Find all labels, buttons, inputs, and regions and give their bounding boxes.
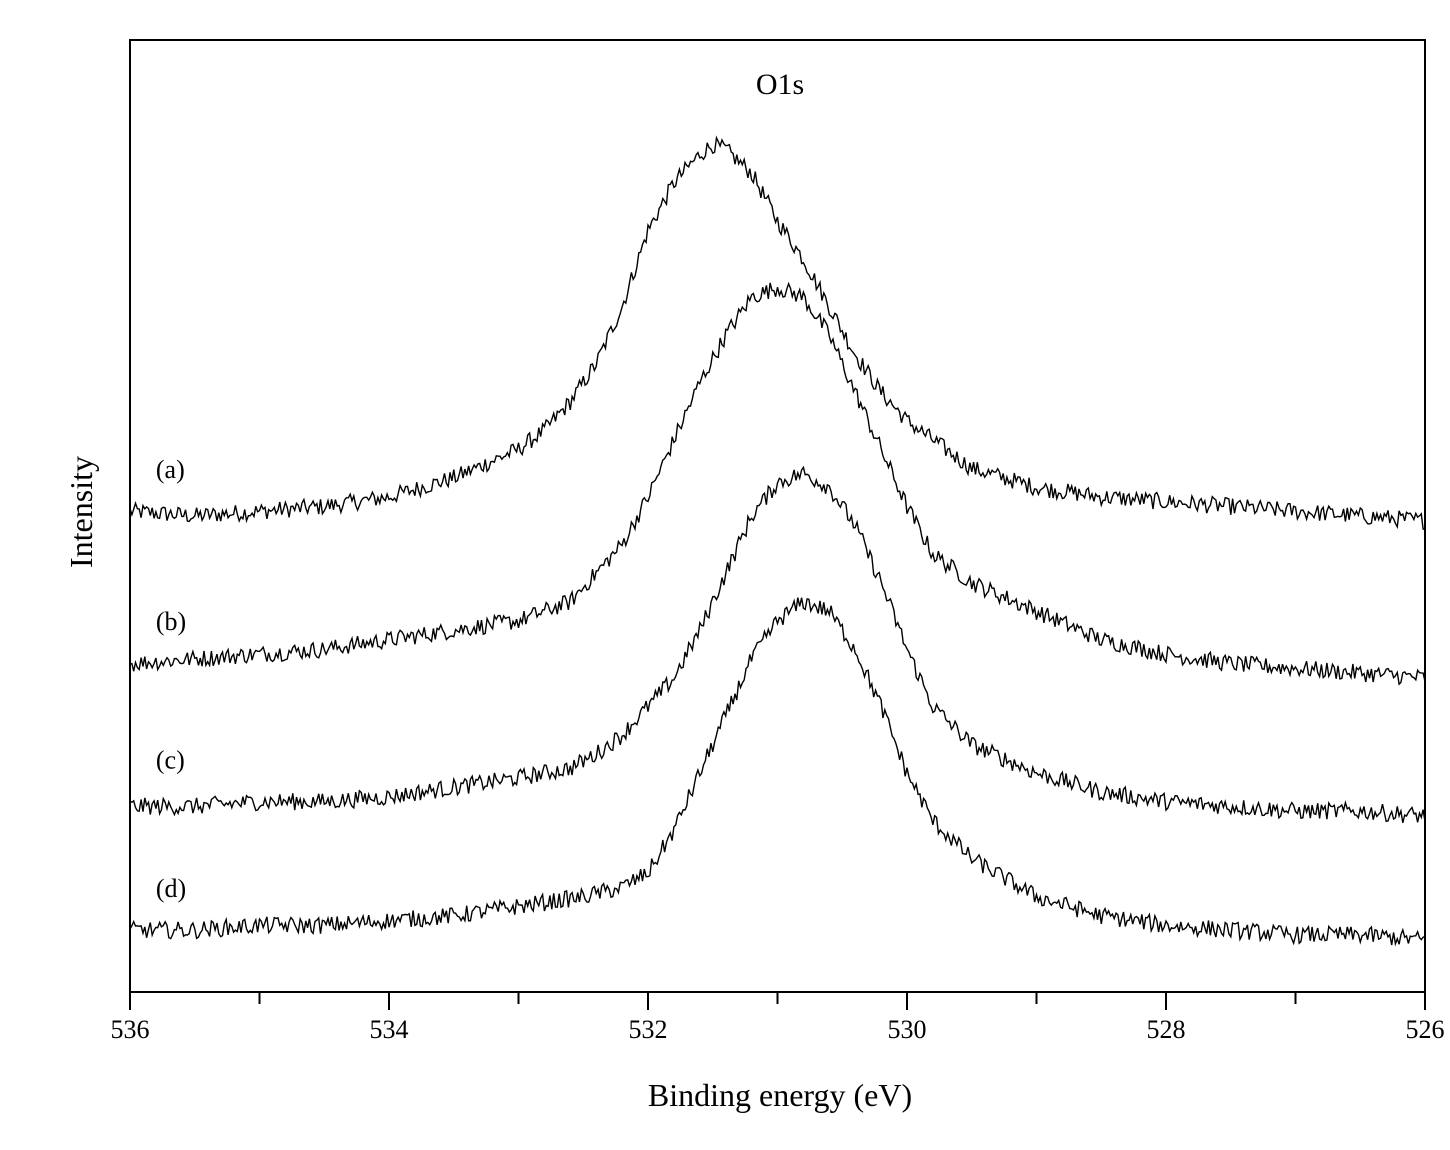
series-line-c bbox=[129, 465, 1426, 823]
x-axis-ticks bbox=[129, 992, 1426, 1010]
chart-title: O1s bbox=[756, 68, 804, 101]
series-labels: (a) (b) (c) (d) bbox=[156, 455, 186, 903]
x-axis-label: Binding energy (eV) bbox=[648, 1077, 912, 1113]
series-line-b bbox=[129, 281, 1426, 686]
x-tick-label-536: 536 bbox=[111, 1015, 150, 1044]
x-tick-label-532: 532 bbox=[629, 1015, 668, 1044]
series-label-a: (a) bbox=[156, 455, 185, 484]
x-tick-label-528: 528 bbox=[1147, 1015, 1186, 1044]
x-tick-label-526: 526 bbox=[1406, 1015, 1445, 1044]
x-tick-label-530: 530 bbox=[888, 1015, 927, 1044]
series-label-d: (d) bbox=[156, 874, 186, 903]
plot-frame bbox=[129, 39, 1426, 993]
x-axis-tick-labels: 536 534 532 530 528 526 bbox=[111, 1015, 1445, 1044]
series-line-d bbox=[129, 597, 1426, 947]
series-label-b: (b) bbox=[156, 607, 186, 636]
y-axis-label: Intensity bbox=[63, 456, 99, 568]
series-label-c: (c) bbox=[156, 745, 185, 774]
series-group bbox=[129, 135, 1426, 947]
series-line-a bbox=[129, 135, 1426, 530]
x-tick-label-534: 534 bbox=[370, 1015, 409, 1044]
